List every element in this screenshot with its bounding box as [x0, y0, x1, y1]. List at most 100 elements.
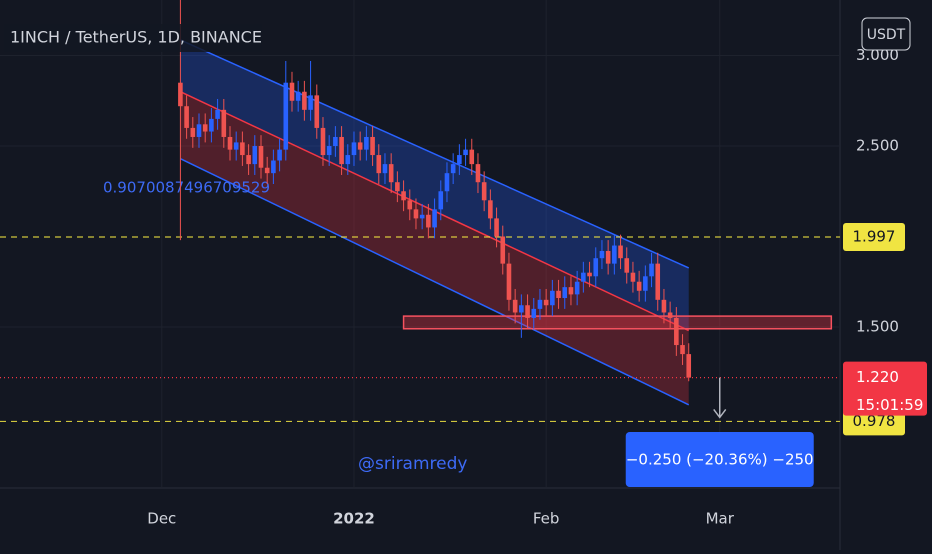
zone	[402, 315, 833, 330]
candle-body	[605, 250, 611, 264]
candle-body	[308, 95, 313, 110]
candle-body	[674, 317, 679, 346]
measure-box	[625, 432, 814, 487]
y-tick-label: 3.000	[856, 46, 899, 64]
candle-body	[488, 200, 493, 219]
candle-body	[581, 272, 586, 282]
candle-body	[314, 95, 320, 128]
candle-body	[233, 142, 239, 150]
candle-body	[525, 305, 530, 318]
candle-body	[655, 263, 661, 300]
candle-body	[574, 281, 580, 295]
x-tick-label: Mar	[706, 510, 735, 528]
candle-body	[587, 272, 592, 277]
y-tick-label: 1.500	[856, 317, 899, 335]
last-price-label: 1.220	[856, 368, 899, 386]
candle-body	[661, 299, 667, 313]
channel-line	[180, 39, 690, 269]
candle-body	[438, 191, 444, 210]
candle-body	[333, 136, 338, 147]
candle-body	[643, 276, 648, 291]
candle-body	[413, 209, 419, 219]
candle-body	[221, 109, 227, 137]
candle-body	[364, 136, 369, 150]
channel-line	[180, 158, 690, 406]
candle-body	[475, 164, 481, 183]
candle-body	[469, 149, 475, 165]
candle-body	[457, 155, 462, 165]
candle-body	[345, 155, 351, 165]
candle-body	[295, 91, 301, 101]
candle-body	[593, 258, 599, 277]
candle-body	[382, 164, 388, 174]
candle-body	[326, 146, 332, 156]
channel-upper-fill	[180, 39, 689, 331]
candle-body	[531, 308, 537, 318]
candle-body	[636, 281, 642, 291]
candle-body	[543, 299, 549, 306]
level-label: 1.997	[853, 228, 896, 246]
candle-body	[302, 91, 307, 110]
candle-body	[196, 124, 202, 137]
candle-body	[388, 164, 394, 183]
currency: USDT	[867, 27, 906, 43]
candle-body	[556, 290, 561, 299]
candle-body	[444, 173, 450, 192]
candle-body	[432, 209, 437, 228]
candle-body	[289, 82, 295, 101]
channel-label: 0.9070087496709529	[103, 179, 270, 197]
channel-lower-fill	[180, 91, 689, 405]
candle-body	[426, 214, 431, 228]
x-tick-label: Dec	[147, 510, 176, 528]
candle-body	[246, 155, 251, 165]
candle-body	[320, 127, 326, 156]
candle-body	[562, 287, 568, 299]
candle-body	[649, 263, 654, 277]
candle-body	[624, 258, 630, 273]
x-tick-label: Feb	[533, 510, 560, 528]
candle-body	[184, 106, 189, 128]
candle-body	[376, 155, 382, 174]
candle-body	[450, 164, 456, 174]
candle-body	[277, 149, 282, 161]
candle-body	[667, 312, 673, 318]
x-tick-label: 2022	[333, 510, 375, 528]
candle-body	[227, 136, 233, 150]
candle-body	[370, 136, 375, 156]
candle-body	[202, 124, 208, 132]
candle-body	[419, 214, 425, 219]
candle-body	[618, 245, 623, 259]
candle-body	[519, 305, 524, 313]
measure-arrow-head	[713, 408, 727, 419]
candle-body	[500, 236, 506, 264]
candle-body	[686, 354, 692, 378]
candle-body	[599, 250, 605, 259]
candle-body	[178, 82, 183, 107]
candle-body	[537, 299, 543, 309]
chart-title: 1INCH / TetherUS, 1D, BINANCE	[10, 28, 262, 47]
candle-body	[215, 109, 220, 119]
candle-body	[407, 200, 413, 210]
candle-body	[550, 290, 555, 306]
candle-body	[512, 299, 518, 313]
candle-body	[506, 263, 512, 300]
candle-body	[351, 142, 357, 156]
level-label: 0.978	[853, 412, 896, 430]
candle-body	[494, 218, 499, 237]
candle-body	[357, 142, 363, 150]
candle-body	[209, 118, 214, 132]
candle-body	[271, 160, 276, 174]
y-tick-label: 2.500	[856, 137, 899, 155]
candle-body	[258, 146, 264, 168]
level-label-bg	[843, 223, 905, 252]
candle-body	[395, 182, 400, 192]
currency-box	[861, 17, 911, 51]
candle-body	[339, 136, 344, 165]
last-price-bg	[843, 361, 927, 416]
candle-body	[612, 245, 617, 264]
measure-label: −0.250 (−20.36%) −250	[626, 451, 814, 469]
candle-body	[264, 167, 270, 174]
candle-body	[240, 142, 245, 156]
candle-body	[401, 191, 406, 201]
